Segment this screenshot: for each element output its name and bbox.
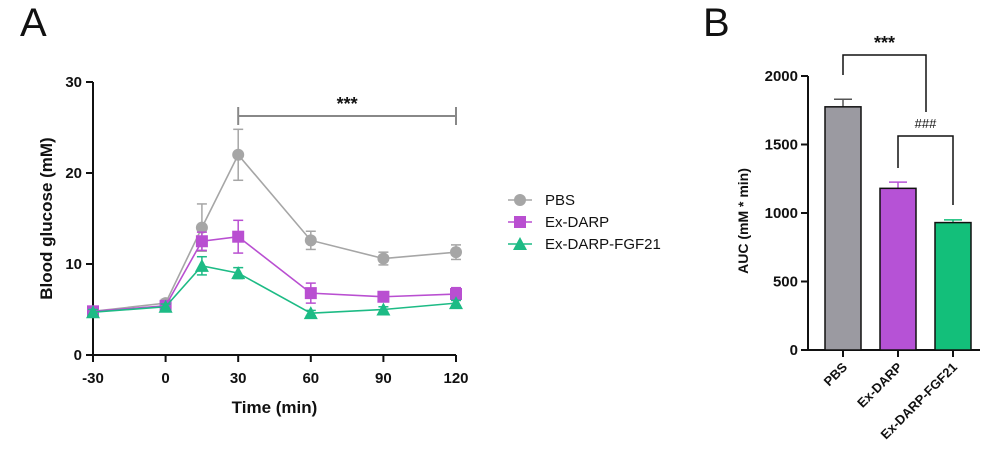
data-point — [195, 235, 208, 248]
data-point — [232, 230, 245, 243]
legend-label: Ex-DARP — [545, 214, 609, 231]
legend-marker — [514, 216, 526, 228]
significance-label: *** — [337, 94, 358, 114]
significance-bracket — [897, 135, 954, 205]
data-point — [376, 302, 391, 316]
data-point — [231, 266, 246, 280]
panel-a-label: A — [20, 1, 47, 45]
y-tick-label: 0 — [74, 347, 82, 364]
data-point — [195, 221, 208, 234]
data-point — [304, 234, 317, 247]
data-point — [232, 148, 245, 161]
y-tick-label: 1000 — [765, 205, 798, 222]
y-tick-label: 2000 — [765, 68, 798, 85]
auc-bar-chart: 0 500 1000 1500 2000 AUC (mM * min) PBS Ex-DARP… — [735, 33, 980, 442]
data-point — [377, 290, 390, 303]
y-tick-label: 0 — [790, 342, 798, 359]
y-tick-label: 500 — [773, 274, 798, 291]
legend-marker — [513, 237, 527, 250]
series-line — [92, 153, 457, 313]
bar — [879, 187, 917, 351]
legend-label: Ex-DARP-FGF21 — [545, 236, 661, 253]
x-tick-label: 90 — [375, 370, 392, 387]
series-line — [92, 235, 457, 313]
y-tick-label: 20 — [65, 165, 82, 182]
y-tick-label: 30 — [65, 74, 82, 91]
x-tick-label: 30 — [230, 370, 247, 387]
series-line — [92, 264, 457, 314]
y-tick-label: 10 — [65, 256, 82, 273]
x-tick-label: 0 — [161, 370, 169, 387]
legend-label: PBS — [545, 192, 575, 209]
y-axis-title: Blood glucose (mM) — [37, 137, 56, 299]
data-point — [158, 299, 173, 313]
data-point — [450, 246, 462, 259]
x-tick-label: -30 — [82, 370, 104, 387]
x-tick-label: 120 — [443, 370, 468, 387]
y-axis-title: AUC (mM * min) — [735, 168, 751, 274]
data-point — [450, 288, 462, 301]
x-axis-title: Time (min) — [232, 398, 318, 417]
data-point — [304, 287, 317, 300]
panel-b-label: B — [703, 1, 730, 45]
category-label: Ex-DARP — [854, 359, 905, 410]
chart-a-legend: PBS Ex-DARP Ex-DARP-FGF21 — [508, 192, 661, 253]
data-point — [303, 306, 318, 320]
data-point — [86, 305, 100, 319]
significance-bracket — [842, 54, 927, 112]
significance-label: *** — [874, 33, 895, 53]
significance-label: ### — [915, 116, 937, 131]
legend-marker — [514, 194, 526, 206]
y-tick-label: 1500 — [765, 137, 798, 154]
category-label: PBS — [821, 359, 851, 389]
bar — [934, 221, 972, 351]
data-point — [377, 252, 390, 265]
bar — [824, 106, 862, 351]
data-point — [194, 258, 209, 272]
data-point — [449, 296, 463, 310]
x-tick-label: 60 — [302, 370, 319, 387]
